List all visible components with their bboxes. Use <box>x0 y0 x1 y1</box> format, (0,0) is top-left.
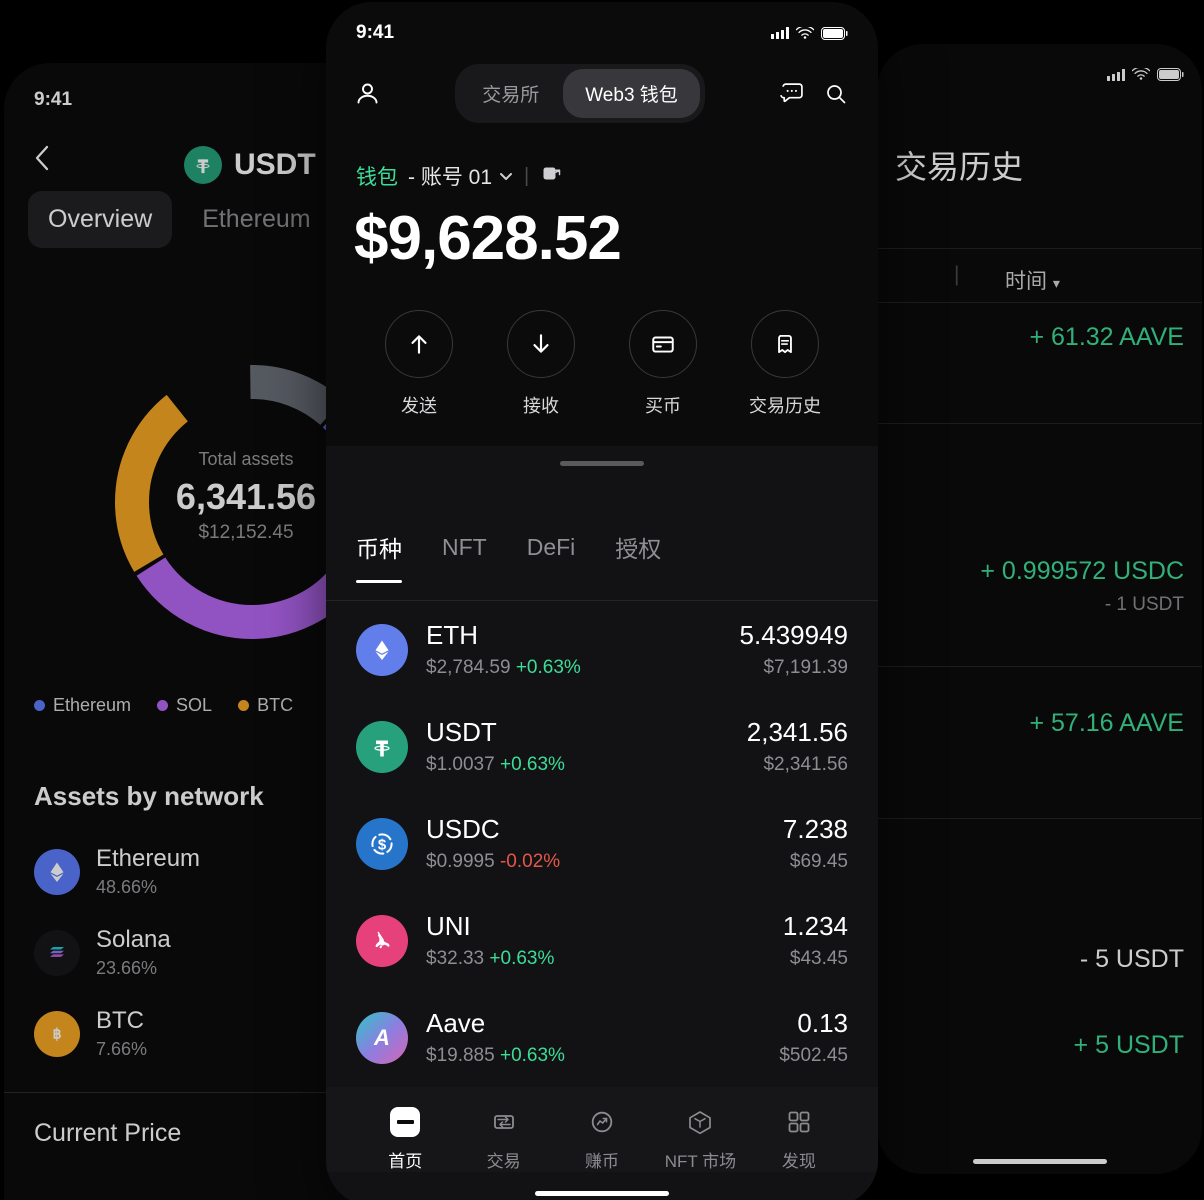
svg-text:$: $ <box>378 836 387 853</box>
svg-text:฿: ฿ <box>53 1026 62 1041</box>
